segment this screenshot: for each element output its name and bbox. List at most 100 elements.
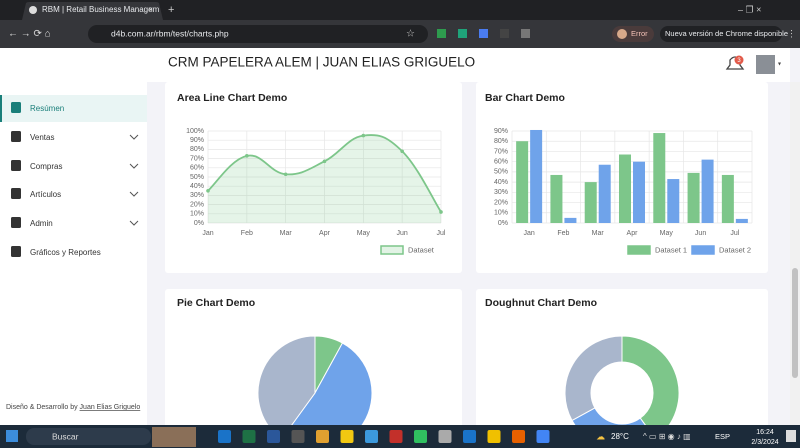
tray-icons[interactable]: ^ ▭ ⊞ ◉ ♪ ▥ (643, 432, 691, 441)
tab[interactable] (22, 2, 163, 20)
user-caret[interactable]: ▾ (778, 62, 781, 68)
point (439, 210, 443, 214)
x-tick-label: Mar (592, 230, 605, 237)
search-box[interactable] (26, 428, 151, 445)
y-tick-label: 50% (190, 174, 204, 181)
legend-label[interactable]: Dataset 2 (719, 245, 751, 254)
menu-item[interactable]: Resúmen (30, 104, 64, 113)
language[interactable]: ESP (715, 432, 730, 441)
menu[interactable]: ⋮ (787, 28, 796, 38)
taskbar-app[interactable] (365, 430, 378, 443)
extension[interactable] (521, 29, 530, 38)
extension[interactable] (458, 29, 467, 38)
bar (735, 218, 748, 223)
chart-title: Bar Chart Demo (485, 92, 565, 104)
menu-item[interactable]: Ventas (30, 133, 54, 142)
taskbar-app[interactable] (316, 430, 329, 443)
y-tick-label: 10% (494, 210, 508, 217)
footer-author[interactable]: Juan Elias Griguelo (80, 404, 141, 411)
search-text[interactable]: Buscar (52, 431, 79, 441)
menu-item[interactable]: Admin (30, 219, 53, 228)
y-tick-label: 30% (190, 192, 204, 199)
clock-date[interactable]: 2/3/2024 (751, 439, 778, 446)
bar (550, 174, 563, 223)
extension[interactable] (500, 29, 509, 38)
taskbar-app[interactable] (242, 430, 256, 443)
new-tab[interactable]: + (168, 4, 174, 16)
doughnut-slice[interactable] (564, 335, 623, 422)
bar (530, 129, 543, 223)
active-item-marker (0, 95, 2, 122)
y-tick-label: 100% (186, 128, 204, 135)
window-controls[interactable]: – ❐ × (738, 4, 761, 14)
taskbar-app[interactable] (389, 430, 403, 443)
pie-slice[interactable] (280, 342, 373, 448)
url[interactable]: d4b.com.ar/rbm/test/charts.php (111, 28, 229, 38)
chevron (129, 220, 139, 226)
y-tick-label: 80% (494, 138, 508, 145)
menu-icon (11, 131, 21, 142)
y-tick-label: 70% (494, 148, 508, 155)
start-button[interactable] (6, 430, 18, 442)
weather[interactable]: 28°C (611, 432, 629, 441)
taskbar-app[interactable] (438, 430, 452, 443)
taskbar-app[interactable] (512, 430, 525, 443)
footer-text: Diseño & Desarrollo by (6, 404, 78, 411)
clock-time[interactable]: 16:24 (756, 429, 774, 436)
point (361, 133, 366, 138)
update-notice[interactable]: Nueva versión de Chrome disponible (665, 29, 788, 38)
point (400, 149, 404, 154)
app-header (147, 48, 790, 82)
y-tick-label: 40% (190, 183, 204, 190)
chart-title: Doughnut Chart Demo (485, 297, 597, 309)
taskbar-app[interactable] (487, 430, 501, 443)
y-tick-label: 80% (190, 146, 204, 153)
taskbar-app[interactable] (267, 430, 280, 443)
tab-title[interactable]: RBM | Retail Business Managem (42, 5, 160, 14)
legend-label[interactable]: Dataset 1 (655, 245, 687, 254)
nav-buttons[interactable]: ← → ⟳ ⌂ (8, 29, 51, 40)
taskbar-app[interactable] (218, 430, 231, 443)
menu-item[interactable]: Compras (30, 162, 62, 171)
bookmark-star[interactable]: ☆ (406, 29, 415, 40)
bar (633, 161, 645, 223)
area (208, 134, 441, 223)
scroll-thumb[interactable] (792, 268, 798, 378)
taskbar-app[interactable] (340, 430, 354, 443)
x-tick-label: Apr (627, 230, 639, 237)
bar (653, 133, 666, 223)
taskbar-app[interactable] (291, 430, 305, 443)
taskbar-app[interactable] (414, 430, 427, 443)
taskbar-app[interactable] (463, 430, 476, 443)
tab-strip (0, 0, 800, 20)
x-tick-label: May (660, 230, 674, 237)
update-chip[interactable] (660, 26, 782, 42)
y-tick-label: 30% (494, 189, 508, 196)
tab-icon (29, 6, 37, 14)
y-tick-label: 0% (498, 220, 508, 227)
user-avatar[interactable] (756, 55, 775, 74)
legend-label[interactable]: Dataset (408, 245, 435, 254)
menu-item[interactable]: Gráficos y Reportes (30, 248, 101, 257)
taskbar-app[interactable] (536, 430, 550, 443)
card (165, 82, 462, 273)
menu-icon (11, 217, 21, 228)
y-tick-label: 90% (494, 128, 508, 135)
x-tick-label: Jan (202, 230, 213, 237)
x-tick-label: Feb (241, 230, 253, 237)
menu-item[interactable]: Artículos (30, 190, 61, 199)
tab-close[interactable]: × (148, 4, 153, 14)
bar (701, 159, 714, 223)
menu-icon (11, 246, 21, 257)
notifications-icon[interactable] (786, 430, 796, 442)
profile-status[interactable]: Error (631, 29, 648, 38)
chevron (129, 163, 139, 169)
extension[interactable] (437, 29, 446, 38)
extension[interactable] (479, 29, 488, 38)
x-tick-label: Jan (523, 230, 534, 237)
point (322, 159, 327, 164)
legend-swatch (691, 245, 715, 255)
bar (598, 164, 611, 223)
omnibox[interactable] (88, 25, 428, 43)
badge-count: 3 (737, 58, 741, 64)
